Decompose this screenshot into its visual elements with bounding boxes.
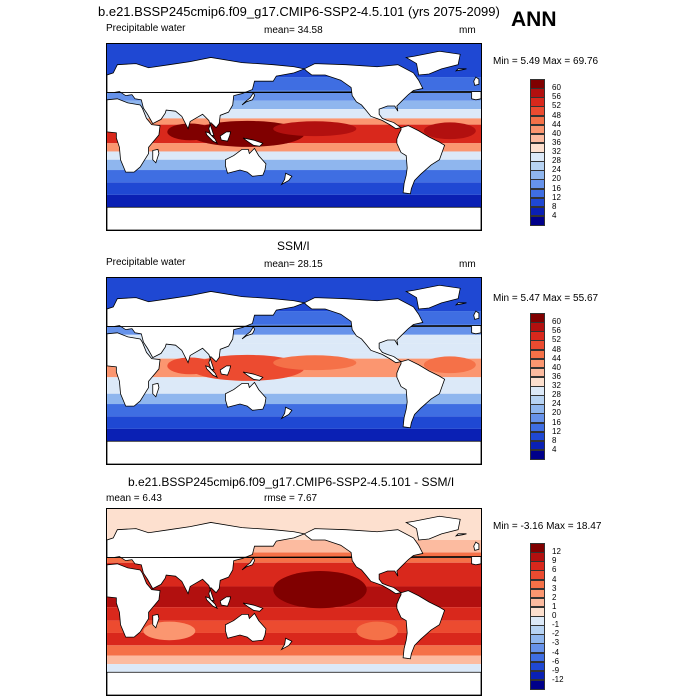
colorbar-tick-label: 12: [552, 192, 561, 202]
colorbar-tick-label: 52: [552, 335, 561, 345]
map-field: [107, 509, 481, 695]
panel3-mean: mean = 6.43: [106, 493, 162, 504]
panel2-colorbar: 60 56 52 48 44 40 36 32 28 24 20 16 12 8 4: [530, 313, 570, 460]
colorbar-tick-label: 2: [552, 592, 557, 602]
colorbar-tick-label: -6: [552, 656, 560, 666]
panel1-units: mm: [459, 25, 476, 36]
colorbar-tick-label: 40: [552, 362, 561, 372]
panel1-variable: Precipitable water: [106, 23, 186, 34]
panel1-minmax: Min = 5.49 Max = 69.76: [493, 56, 599, 67]
colorbar-tick-label: 12: [552, 547, 561, 557]
colorbar-tick-label: 36: [552, 371, 561, 381]
colorbar-tick-label: 20: [552, 174, 561, 184]
colorbar-tick-label: 32: [552, 381, 561, 390]
colorbar-tick-label: 6: [552, 565, 557, 575]
panel2-source: SSM/I: [277, 239, 310, 253]
colorbar-tick-label: 28: [552, 390, 561, 400]
colorbar-tick-label: 60: [552, 83, 561, 93]
panel1-colorbar: 60 56 52 48 44 40 36 32 28 24 20 16 12 8 4: [530, 79, 570, 226]
map-field: [107, 44, 481, 230]
colorbar-tick-label: 44: [552, 119, 561, 129]
panel2-mean: mean= 28.15: [264, 259, 323, 270]
colorbar-tick-label: 36: [552, 137, 561, 147]
colorbar-tick-label: 8: [552, 435, 557, 445]
colorbar-tick-label: 16: [552, 417, 561, 427]
panel3-title: b.e21.BSSP245cmip6.f09_g17.CMIP6-SSP2-4.…: [128, 475, 455, 489]
colorbar-swatch: [530, 679, 545, 690]
colorbar-tick-label: -9: [552, 665, 560, 675]
colorbar-tick-label: 24: [552, 165, 561, 175]
panel3-map: [106, 508, 482, 696]
colorbar-tick-label: 12: [552, 426, 561, 436]
panel2-variable: Precipitable water: [106, 257, 186, 268]
panel3-colorbar: 12 9 6 4 3 2 1 0 -1 -2 -3 -4 -6 -9 -12: [530, 543, 570, 690]
colorbar-tick-label: -4: [552, 647, 560, 657]
panel2-units: mm: [459, 259, 476, 270]
colorbar-tick-label: 52: [552, 101, 561, 111]
colorbar-tick-label: 1: [552, 601, 557, 611]
colorbar-tick-label: 44: [552, 353, 561, 363]
colorbar-tick-label: 28: [552, 156, 561, 166]
colorbar-tick-label: 48: [552, 344, 561, 354]
colorbar-tick-label: 24: [552, 399, 561, 409]
colorbar-tick-label: -2: [552, 629, 560, 639]
map-field: [107, 278, 481, 464]
colorbar-tick-label: 48: [552, 110, 561, 120]
colorbar-tick-label: 4: [552, 210, 557, 220]
colorbar-tick-label: 56: [552, 92, 561, 102]
colorbar-swatch: [530, 449, 545, 460]
colorbar-tick-label: 9: [552, 556, 557, 566]
panel3-rmse: rmse = 7.67: [264, 493, 318, 504]
panel2-minmax: Min = 5.47 Max = 55.67: [493, 293, 599, 304]
colorbar-tick-label: 3: [552, 583, 557, 593]
colorbar-tick-label: -3: [552, 638, 560, 648]
colorbar-tick-label: -1: [552, 620, 560, 630]
colorbar-tick-label: 4: [552, 444, 557, 454]
panel1-mean: mean= 34.58: [264, 25, 323, 36]
colorbar-tick-label: 16: [552, 183, 561, 193]
panel1-map: [106, 43, 482, 231]
colorbar-tick-label: 60: [552, 317, 561, 327]
season-label: ANN: [511, 8, 557, 31]
colorbar-tick-label: 40: [552, 128, 561, 138]
colorbar-tick-label: 4: [552, 574, 557, 584]
case-title: b.e21.BSSP245cmip6.f09_g17.CMIP6-SSP2-4.…: [98, 4, 500, 19]
colorbar-tick-label: 56: [552, 326, 561, 336]
colorbar-tick-label: 8: [552, 201, 557, 211]
panel2-map: [106, 277, 482, 465]
colorbar-tick-label: 32: [552, 147, 561, 156]
panel3-minmax: Min = -3.16 Max = 18.47: [493, 521, 602, 532]
colorbar-swatch: [530, 215, 545, 226]
colorbar-tick-label: 0: [552, 611, 557, 620]
colorbar-tick-label: -12: [552, 674, 564, 684]
colorbar-tick-label: 20: [552, 408, 561, 418]
